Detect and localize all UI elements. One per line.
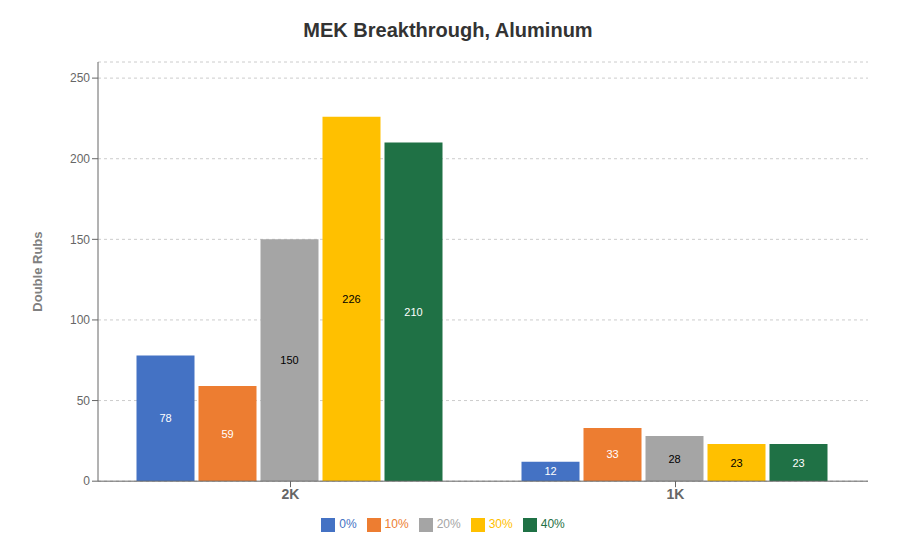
- svg-text:2K: 2K: [282, 486, 300, 502]
- svg-text:50: 50: [77, 394, 91, 408]
- svg-text:12: 12: [544, 465, 556, 477]
- svg-text:78: 78: [159, 412, 171, 424]
- html-text:30%: 30%: [488, 517, 513, 532]
- svg-text:23: 23: [792, 457, 804, 469]
- svg-text:226: 226: [342, 293, 360, 305]
- html-text:MEK Breakthrough, Aluminum: MEK Breakthrough, Aluminum: [303, 19, 593, 41]
- svg-text:200: 200: [70, 152, 90, 166]
- svg-text:100: 100: [70, 313, 90, 327]
- svg-text:28: 28: [668, 453, 680, 465]
- html-text:0%: 0%: [339, 517, 357, 532]
- svg-text:23: 23: [730, 457, 742, 469]
- svg-text:250: 250: [70, 71, 90, 85]
- svg-text:0: 0: [83, 474, 90, 488]
- html-text:10%: 10%: [384, 517, 409, 532]
- svg-text:150: 150: [280, 354, 298, 366]
- svg-text:1K: 1K: [667, 486, 685, 502]
- svg-text:150: 150: [70, 233, 90, 247]
- html-text:20%: 20%: [436, 517, 461, 532]
- svg-text:33: 33: [606, 448, 618, 460]
- svg-text:Double Rubs: Double Rubs: [30, 232, 45, 312]
- html-text:40%: 40%: [540, 517, 565, 532]
- svg-text:210: 210: [404, 306, 422, 318]
- svg-text:59: 59: [221, 428, 233, 440]
